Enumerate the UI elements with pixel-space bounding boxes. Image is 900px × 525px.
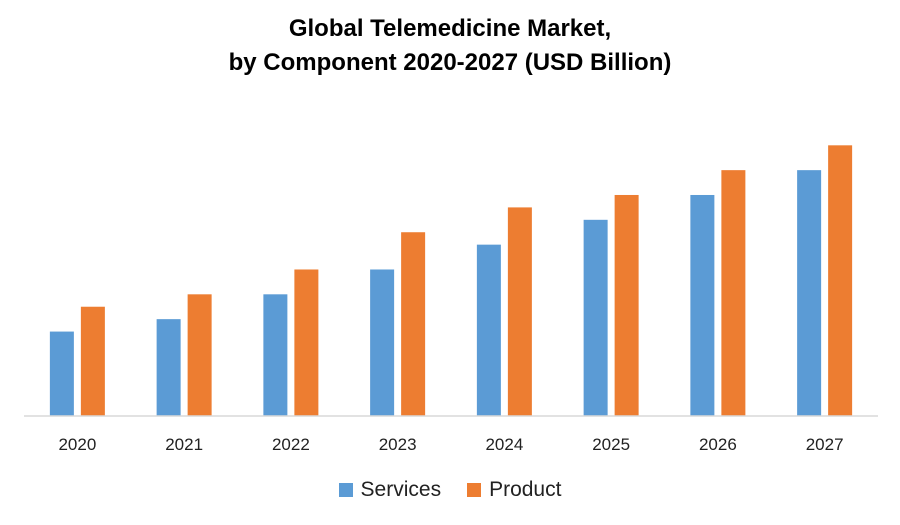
- legend-item-product: Product: [467, 478, 561, 502]
- bar-services-2020: [49, 331, 74, 416]
- bar-product-2023: [401, 232, 426, 416]
- legend: Services Product: [0, 478, 900, 502]
- x-tick-label-2024: 2024: [485, 435, 523, 454]
- bar-services-2023: [370, 269, 395, 416]
- legend-label-product: Product: [489, 478, 562, 501]
- bar-product-2020: [80, 306, 105, 416]
- bar-services-2024: [476, 244, 501, 416]
- x-tick-label-2020: 2020: [58, 435, 96, 454]
- bar-chart: 2020 2021 2022 2023 2024 2025 2026 2027: [24, 145, 878, 454]
- bar-product-2027: [828, 145, 853, 417]
- bar-product-2022: [294, 269, 319, 416]
- bar-group: [49, 145, 853, 417]
- legend-label-services: Services: [360, 478, 442, 501]
- chart-title-line-1: Global Telemedicine Market,: [288, 15, 612, 42]
- bar-services-2027: [797, 170, 822, 416]
- x-tick-label-2025: 2025: [592, 435, 630, 454]
- bar-services-2022: [263, 294, 288, 416]
- bar-product-2026: [721, 170, 746, 416]
- bar-product-2021: [187, 294, 212, 416]
- chart-title-line-2: by Component 2020-2027 (USD Billion): [228, 49, 672, 76]
- x-tick-label-2023: 2023: [379, 435, 417, 454]
- legend-item-services: Services: [338, 478, 442, 502]
- legend-swatch-services: [338, 483, 353, 497]
- bar-services-2021: [156, 319, 181, 416]
- bar-product-2025: [614, 194, 639, 416]
- x-tick-label-2027: 2027: [806, 435, 844, 454]
- bar-services-2025: [583, 219, 608, 416]
- x-tick-labels: 2020 2021 2022 2023 2024 2025 2026 2027: [58, 435, 843, 454]
- bar-product-2024: [507, 207, 532, 416]
- legend-swatch-product: [467, 483, 482, 497]
- x-tick-label-2021: 2021: [165, 435, 203, 454]
- bar-services-2026: [690, 194, 715, 416]
- chart-title: Global Telemedicine Market, by Component…: [0, 12, 900, 80]
- x-tick-label-2026: 2026: [699, 435, 737, 454]
- x-tick-label-2022: 2022: [272, 435, 310, 454]
